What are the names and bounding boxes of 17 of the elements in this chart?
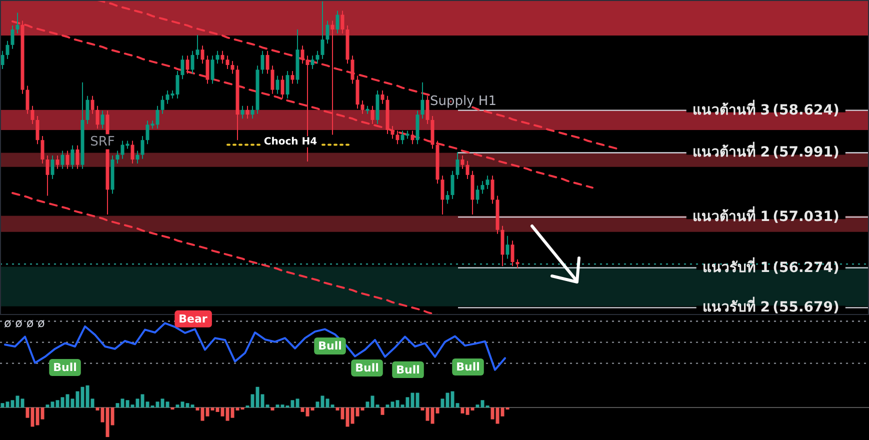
- y-tick-label: (57.991): [772, 144, 840, 161]
- annotation: SRF: [90, 134, 115, 150]
- annotation: Bear: [178, 312, 208, 326]
- ref-line-label: แนวรับที่ 2: [702, 296, 770, 316]
- ref-line-label: แนวต้านที่ 2: [692, 142, 770, 161]
- y-tick-label: (56.274): [772, 260, 840, 276]
- y-tick-label: (57.031): [772, 209, 840, 226]
- annotation: Bull: [318, 340, 342, 353]
- annotation: ø ø ø ø: [4, 316, 45, 330]
- ref-line-label: แนวต้านที่ 1: [692, 206, 770, 226]
- annotation: Choch H4: [264, 136, 318, 148]
- annotation: Bull: [53, 361, 77, 374]
- y-tick-label: (55.679): [772, 300, 840, 316]
- annotation: Bull: [396, 363, 420, 376]
- annotation: Bull: [456, 360, 480, 374]
- ref-line-label: แนวรับที่ 1: [702, 256, 770, 276]
- annotation: Bull: [355, 361, 379, 374]
